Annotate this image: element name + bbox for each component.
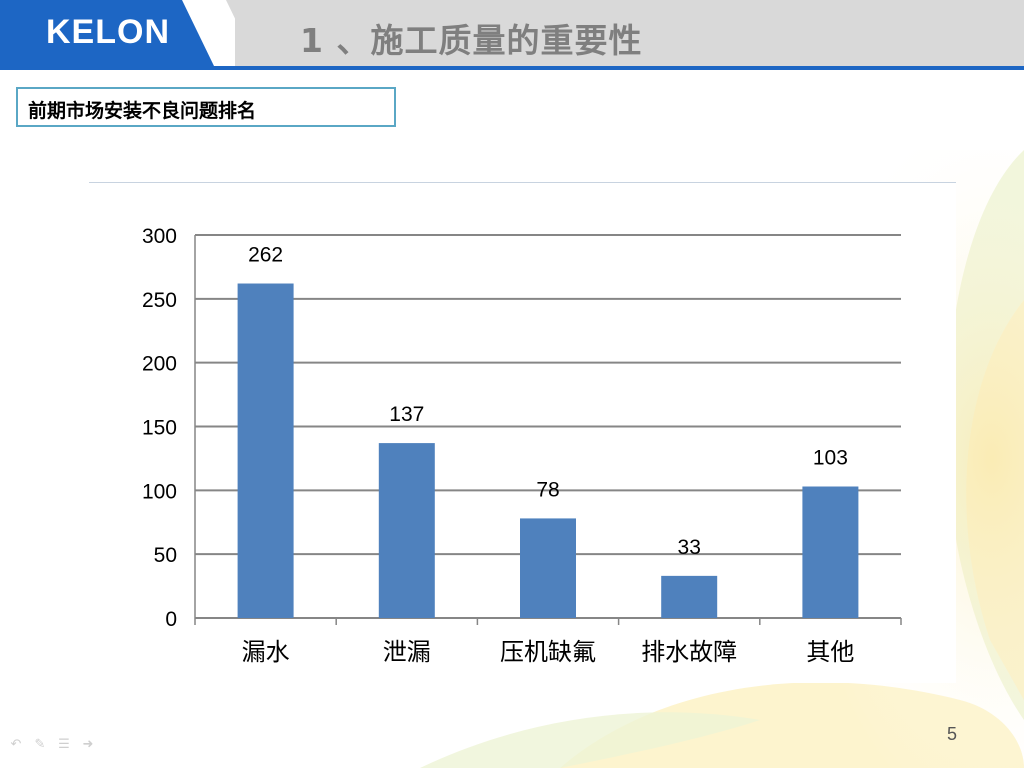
category-label: 其他 <box>806 638 854 666</box>
category-label: 压机缺氟 <box>500 638 596 666</box>
category-label: 漏水 <box>242 638 290 666</box>
bar-漏水 <box>237 283 294 618</box>
category-label: 排水故障 <box>641 638 737 666</box>
bar-chart: 0 50 100 150 200 250 300 262 漏水 137 泄漏 78 压机缺氟 33 排水故障… <box>142 225 902 666</box>
section-label: 前期市场安装不良问题排名 <box>28 100 257 122</box>
header-title-bar <box>235 0 1024 66</box>
y-tick-label: 100 <box>142 480 177 503</box>
y-tick-label: 200 <box>142 353 177 376</box>
bar-排水故障 <box>661 575 718 618</box>
y-tick-label: 150 <box>142 417 177 440</box>
bar-其他 <box>802 486 859 618</box>
y-tick-label: 50 <box>154 544 177 567</box>
header-divider <box>0 66 1024 70</box>
back-icon[interactable]: ↶ <box>10 737 22 752</box>
page-number: 5 <box>947 724 958 744</box>
y-tick-label: 0 <box>165 608 177 631</box>
section-label-box: 前期市场安装不良问题排名 <box>16 87 396 127</box>
bar-泄漏 <box>378 443 435 618</box>
data-label: 262 <box>248 244 283 267</box>
company-logo: KELON <box>46 13 170 51</box>
data-label: 137 <box>389 403 424 426</box>
chart-panel: 0 50 100 150 200 250 300 262 漏水 137 泄漏 78 压机缺氟 33 排水故障… <box>89 182 956 683</box>
category-label: 泄漏 <box>383 638 431 666</box>
menu-icon[interactable]: ☰ <box>58 737 70 752</box>
bar-压机缺氟 <box>520 518 576 618</box>
y-tick-label: 250 <box>142 289 177 312</box>
data-label: 78 <box>536 478 559 501</box>
forward-icon[interactable]: ➜ <box>82 737 94 752</box>
slide-title: 1 、施工质量的重要性 <box>300 21 643 60</box>
slideshow-nav: ↶ ✎ ☰ ➜ <box>8 738 96 752</box>
data-label: 33 <box>678 536 701 559</box>
pen-icon[interactable]: ✎ <box>34 737 46 752</box>
y-tick-label: 300 <box>142 225 177 248</box>
data-label: 103 <box>813 447 848 470</box>
logo-banner <box>0 0 250 66</box>
